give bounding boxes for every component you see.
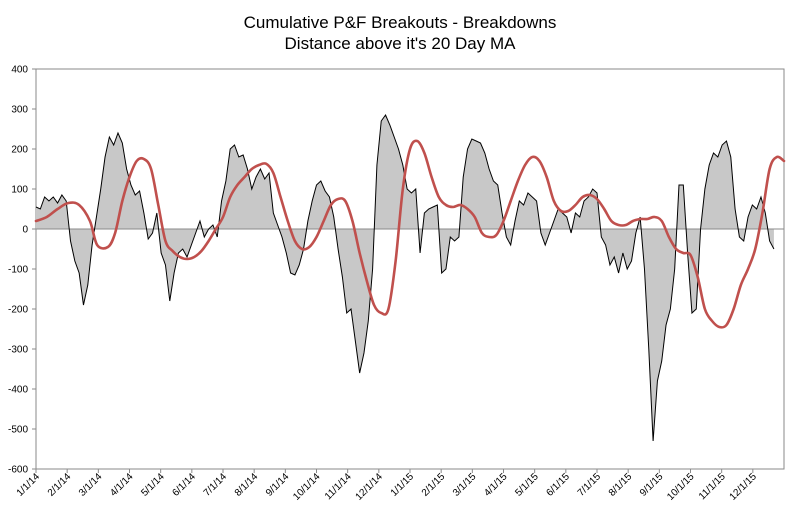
plot-area xyxy=(34,68,786,470)
chart-title-line-1: Cumulative P&F Breakouts - Breakdowns xyxy=(244,13,557,32)
series-distance-area xyxy=(36,115,774,441)
series-ma20-line xyxy=(34,139,786,329)
y-tick-label: -500 xyxy=(8,425,28,436)
chart-title-line-2: Distance above it's 20 Day MA xyxy=(285,34,517,53)
y-tick-label: -100 xyxy=(8,265,28,276)
y-tick-label: 100 xyxy=(11,185,28,196)
y-tick-label: 200 xyxy=(11,145,28,156)
y-tick-label: -200 xyxy=(8,305,28,316)
y-tick-label: 300 xyxy=(11,105,28,116)
y-tick-label: -600 xyxy=(8,465,28,476)
y-tick-label: -300 xyxy=(8,345,28,356)
y-tick-label: 0 xyxy=(22,225,28,236)
y-tick-label: -400 xyxy=(8,385,28,396)
y-tick-label: 400 xyxy=(11,65,28,76)
